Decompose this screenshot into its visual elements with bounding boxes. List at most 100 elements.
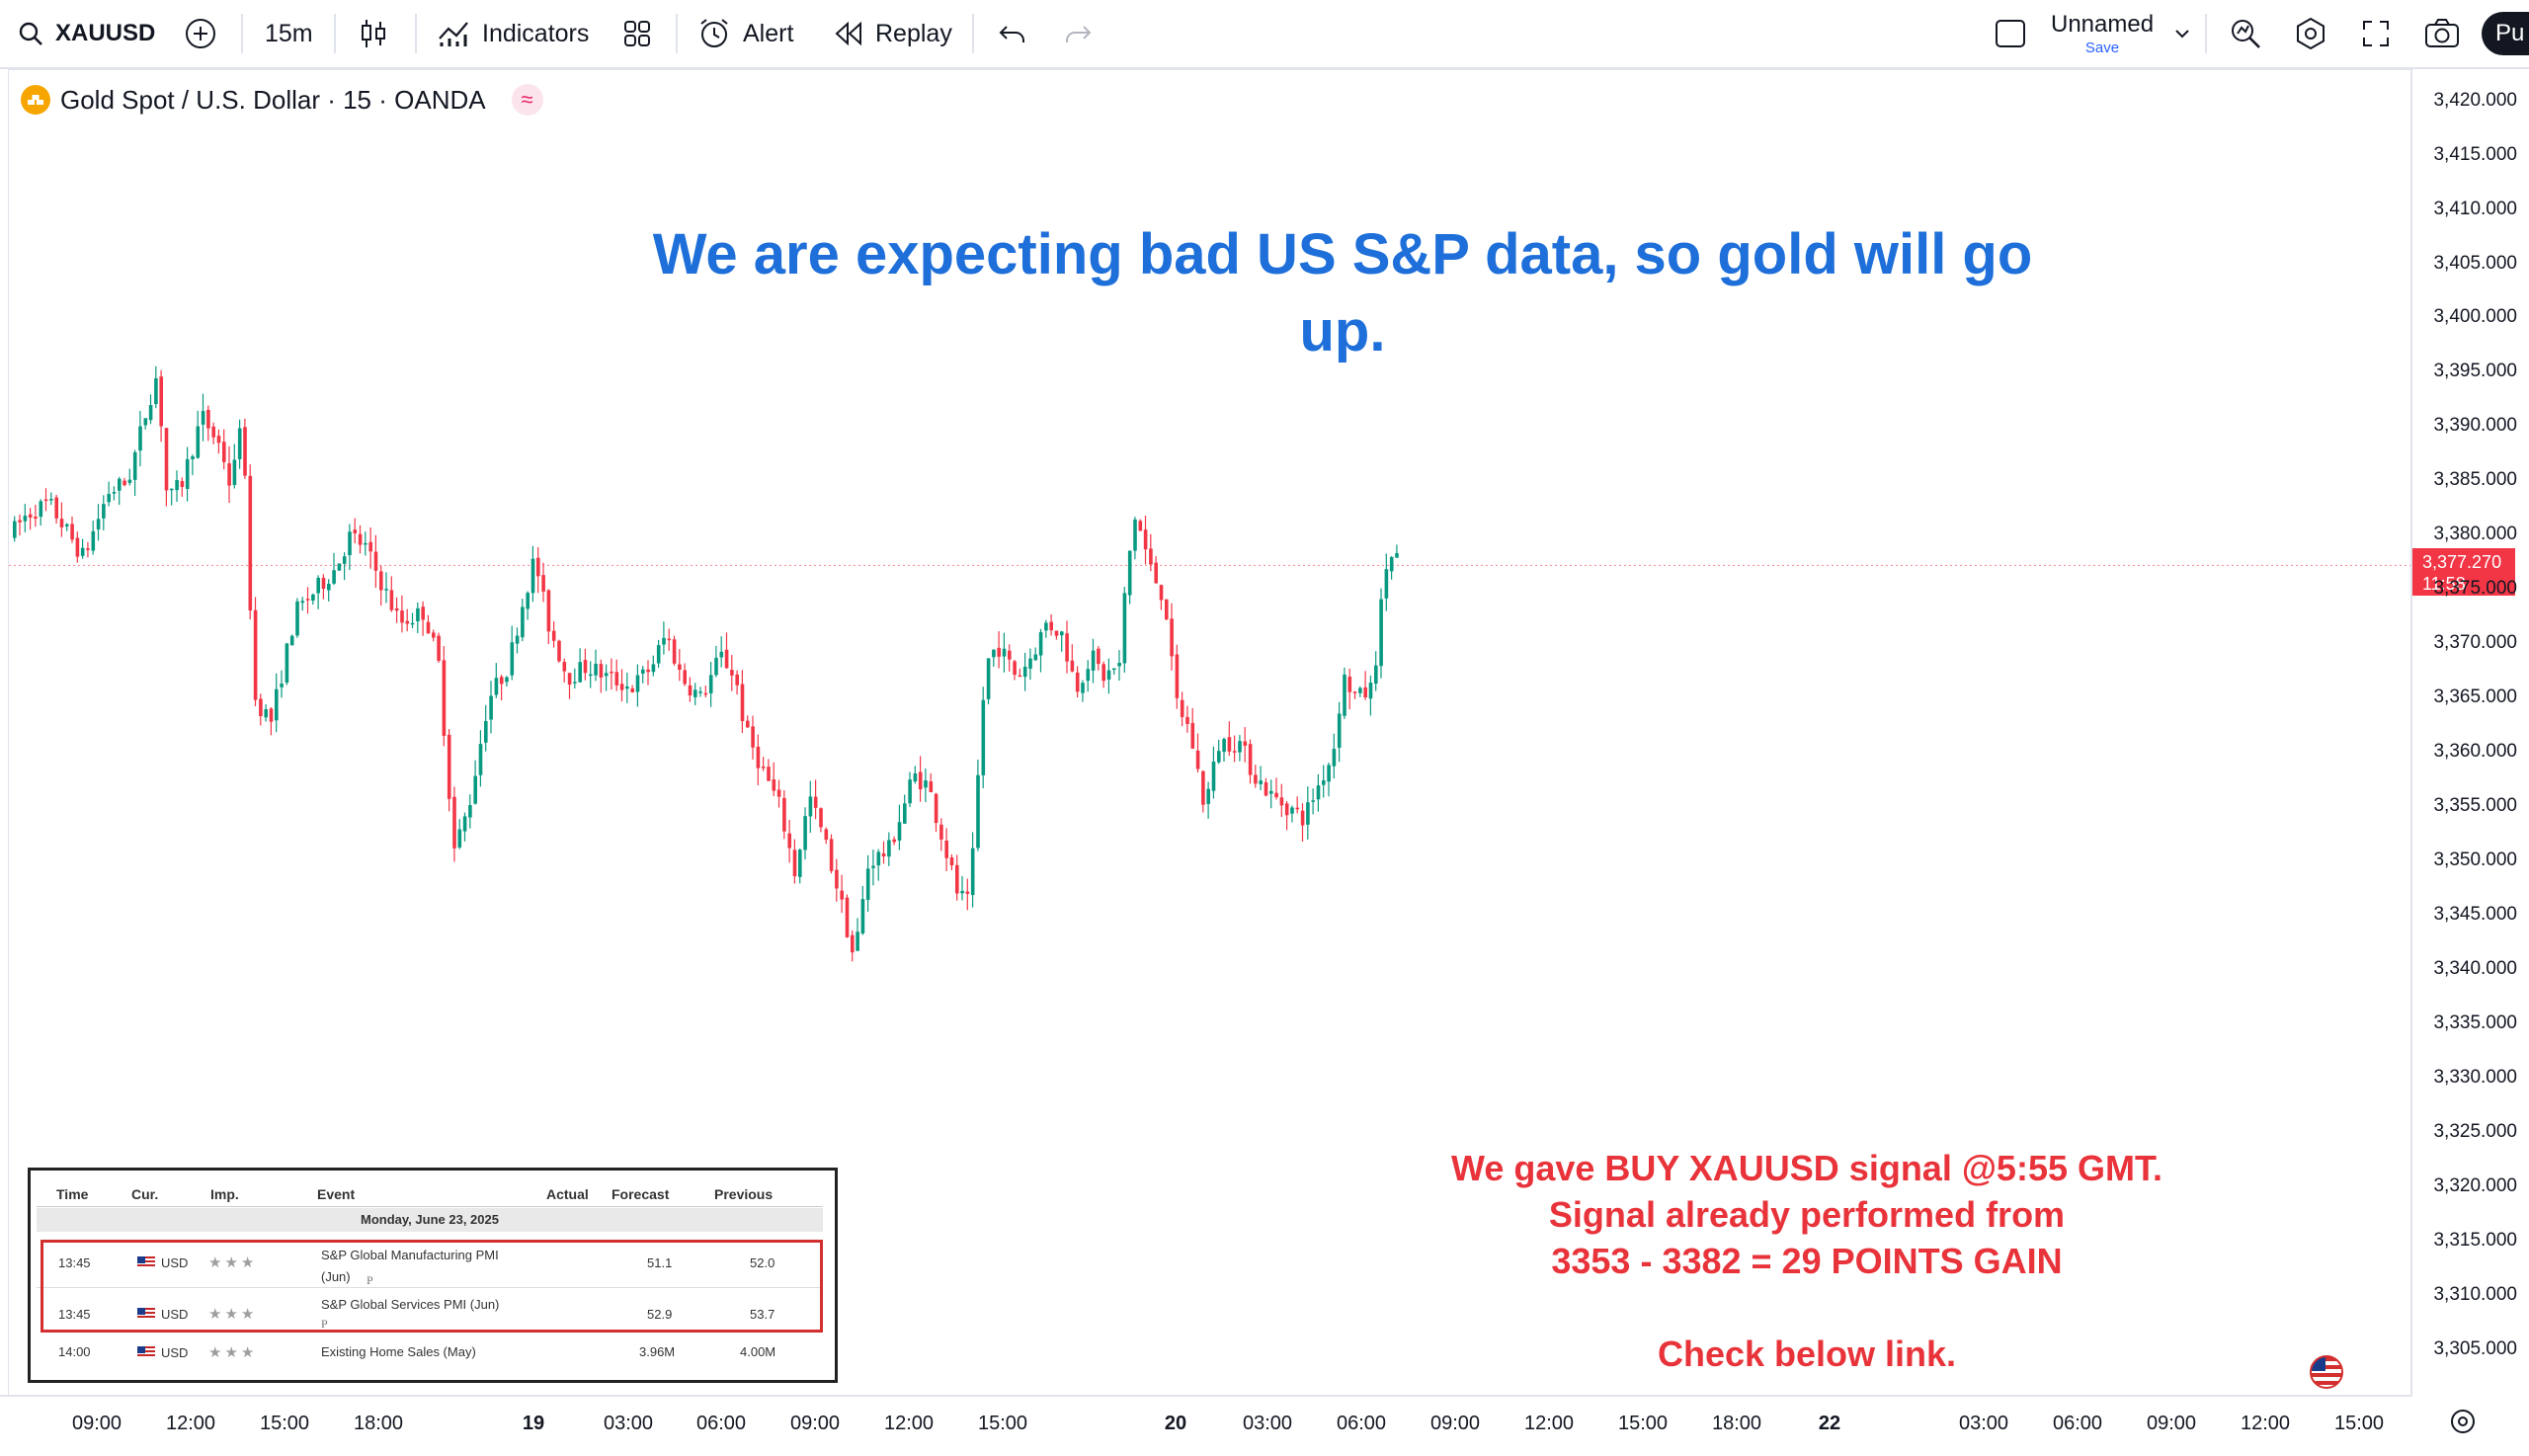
candle [944,828,948,872]
time-label: 09:00 [1429,1413,1481,1434]
candle [1018,668,1022,678]
candle [462,812,467,842]
settings-button[interactable] [2294,0,2327,67]
templates-icon [622,19,652,48]
candle [211,422,215,445]
axis-settings-button[interactable] [2448,1407,2478,1441]
screenshot-button[interactable] [2424,0,2460,67]
us-flag-icon[interactable] [2310,1355,2343,1389]
price-label: 3,375.000 [2433,578,2517,600]
candle [1138,519,1143,531]
candle [13,516,17,542]
chart-type-button[interactable] [360,0,387,67]
importance-stars: ★★★ [208,1254,258,1271]
candle [437,632,441,663]
candle [1358,686,1362,697]
candle [703,686,708,697]
publish-button[interactable]: Pu [2482,12,2529,55]
candle [1264,777,1268,797]
candle [39,499,43,526]
redo-button[interactable] [1063,0,1093,67]
row-currency: USD [161,1345,189,1360]
candle [960,875,964,901]
candle [1028,648,1032,681]
candle [740,670,745,734]
interval-button[interactable]: 15m [265,0,313,67]
candle [840,874,844,914]
candle [746,715,750,728]
candle [787,819,791,863]
candle [965,878,970,911]
candle [992,649,996,667]
price-axis[interactable]: 3,377.270 11:58 3,420.000 3,415.000 3,410.… [2410,69,2529,1395]
candle [808,780,813,834]
candle [1316,773,1321,812]
candle [589,661,593,688]
row-time: 13:45 [58,1255,91,1270]
candle [316,575,320,609]
row-previous: 4.00M [740,1344,776,1359]
candle [1180,691,1184,727]
candle [154,365,158,409]
add-symbol-button[interactable] [184,0,217,67]
undo-button[interactable] [998,0,1027,67]
candle [321,574,326,600]
toolbar-divider [2205,14,2207,53]
candle [1022,652,1027,691]
time-label: 15:00 [2333,1413,2385,1434]
symbol-legend: Gold Spot / U.S. Dollar · 15 · OANDA ≈ [21,80,543,120]
candle [782,790,786,840]
calendar-row: 14:00 USD ★★★ Existing Home Sales (May) … [37,1340,823,1368]
price-label: 3,315.000 [2433,1230,2517,1252]
header-forecast: Forecast [612,1186,670,1202]
candle [1086,660,1091,692]
candle [1070,644,1075,673]
candle [353,518,358,544]
candles-icon [360,17,387,50]
candle [1112,668,1116,676]
templates-button[interactable] [622,0,652,67]
candle [410,612,415,628]
candle [708,662,713,707]
candle [227,445,231,504]
candle [955,854,959,901]
candle [578,648,582,683]
candle [452,786,456,862]
time-label: 18:00 [353,1413,404,1434]
wave-icon[interactable]: ≈ [511,84,543,116]
candle [489,681,493,734]
candle [348,524,352,571]
replay-button[interactable]: Replay [834,0,952,67]
alert-button[interactable]: Alert [697,0,793,67]
candle [630,685,634,693]
interval-label: 15m [265,19,313,47]
candle [756,734,761,785]
candle [1195,733,1200,773]
symbol-search[interactable]: XAUUSD [18,0,155,67]
candle [143,418,148,430]
candle [384,572,388,604]
indicators-button[interactable]: Indicators [437,0,589,67]
time-axis[interactable]: 09:00 12:00 15:00 18:00 19 03:00 06:00 09:00 12:… [0,1395,2410,1456]
fullscreen-button[interactable] [2361,0,2391,67]
candle [1395,544,1399,558]
candle [614,659,619,691]
candle [619,669,624,702]
indicators-icon [437,19,470,48]
layout-button[interactable]: Unnamed Save [1994,0,2191,67]
quick-search-button[interactable] [2229,0,2262,67]
chevron-down-icon [2173,28,2191,40]
preliminary-icon: P [367,1273,373,1287]
header-time: Time [56,1186,89,1202]
row-event: S&P Global Manufacturing PMI [321,1248,499,1262]
search-icon [18,21,43,46]
candle [1279,783,1284,818]
header-event: Event [317,1186,356,1202]
candle [551,621,556,648]
candle [567,673,572,699]
candle [457,819,462,849]
price-label: 3,410.000 [2433,198,2517,219]
candle [1363,671,1367,700]
signal-line4: Check below link. [1657,1334,1957,1374]
candle [1274,777,1278,800]
